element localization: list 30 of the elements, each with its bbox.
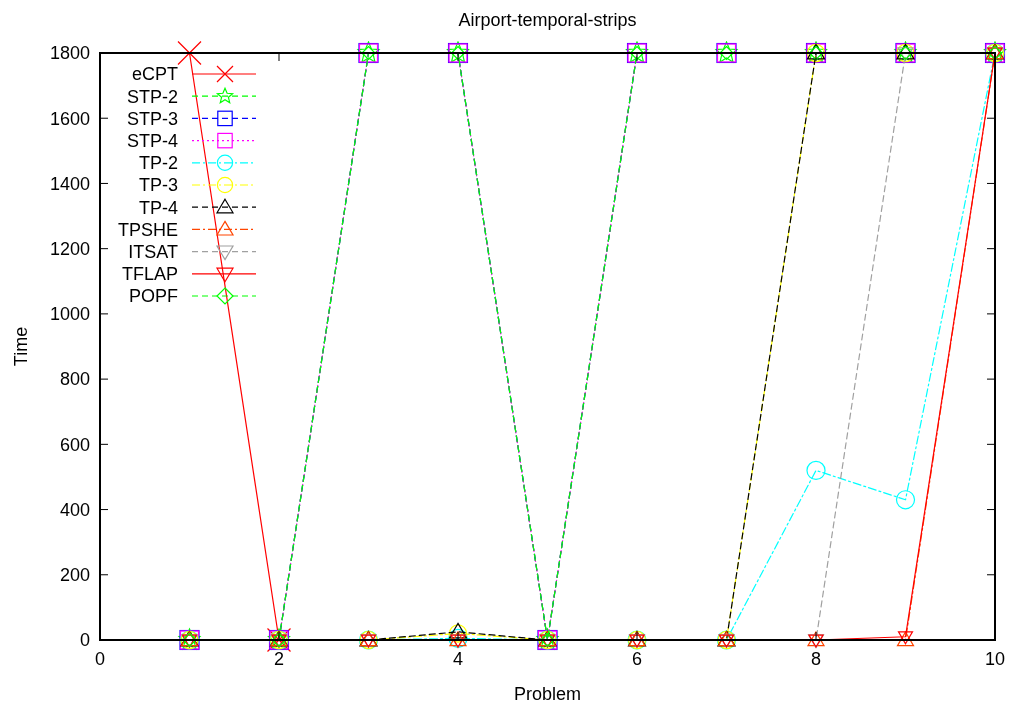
y-axis-title: Time [11,326,31,367]
y-tick-label: 200 [59,565,90,586]
y-tick-label: 1800 [49,43,90,64]
x-tick-label: 10 [984,649,1006,669]
x-tick-label: 6 [631,649,643,669]
legend-label: STP-3 [126,108,178,129]
legend-label: TPSHE [117,219,178,240]
legend-label: POPF [128,286,178,307]
legend-label: TP-3 [138,175,178,196]
y-tick-label: 1200 [49,238,90,259]
y-tick-label: 1400 [49,173,90,194]
legend-label: TFLAP [121,264,178,285]
x-tick-label: 0 [94,649,106,669]
y-tick-label: 1000 [49,304,90,325]
x-tick-label: 2 [273,649,285,669]
legend-label: ITSAT [128,241,178,262]
legend-label: TP-2 [138,153,178,174]
y-tick-label: 400 [59,499,90,520]
y-tick-label: 600 [59,434,90,455]
x-tick-label: 4 [452,649,464,669]
chart-title: Airport-temporal-strips [458,10,637,30]
x-axis-title: Problem [513,684,582,704]
legend-label: eCPT [131,64,178,85]
y-tick-label: 800 [59,369,90,390]
legend-label: STP-2 [126,86,178,107]
y-tick-label: 1600 [49,108,90,129]
y-tick-label: 0 [79,630,90,651]
legend-label: TP-4 [138,197,178,218]
legend-label: STP-4 [126,130,178,151]
x-tick-label: 8 [810,649,822,669]
